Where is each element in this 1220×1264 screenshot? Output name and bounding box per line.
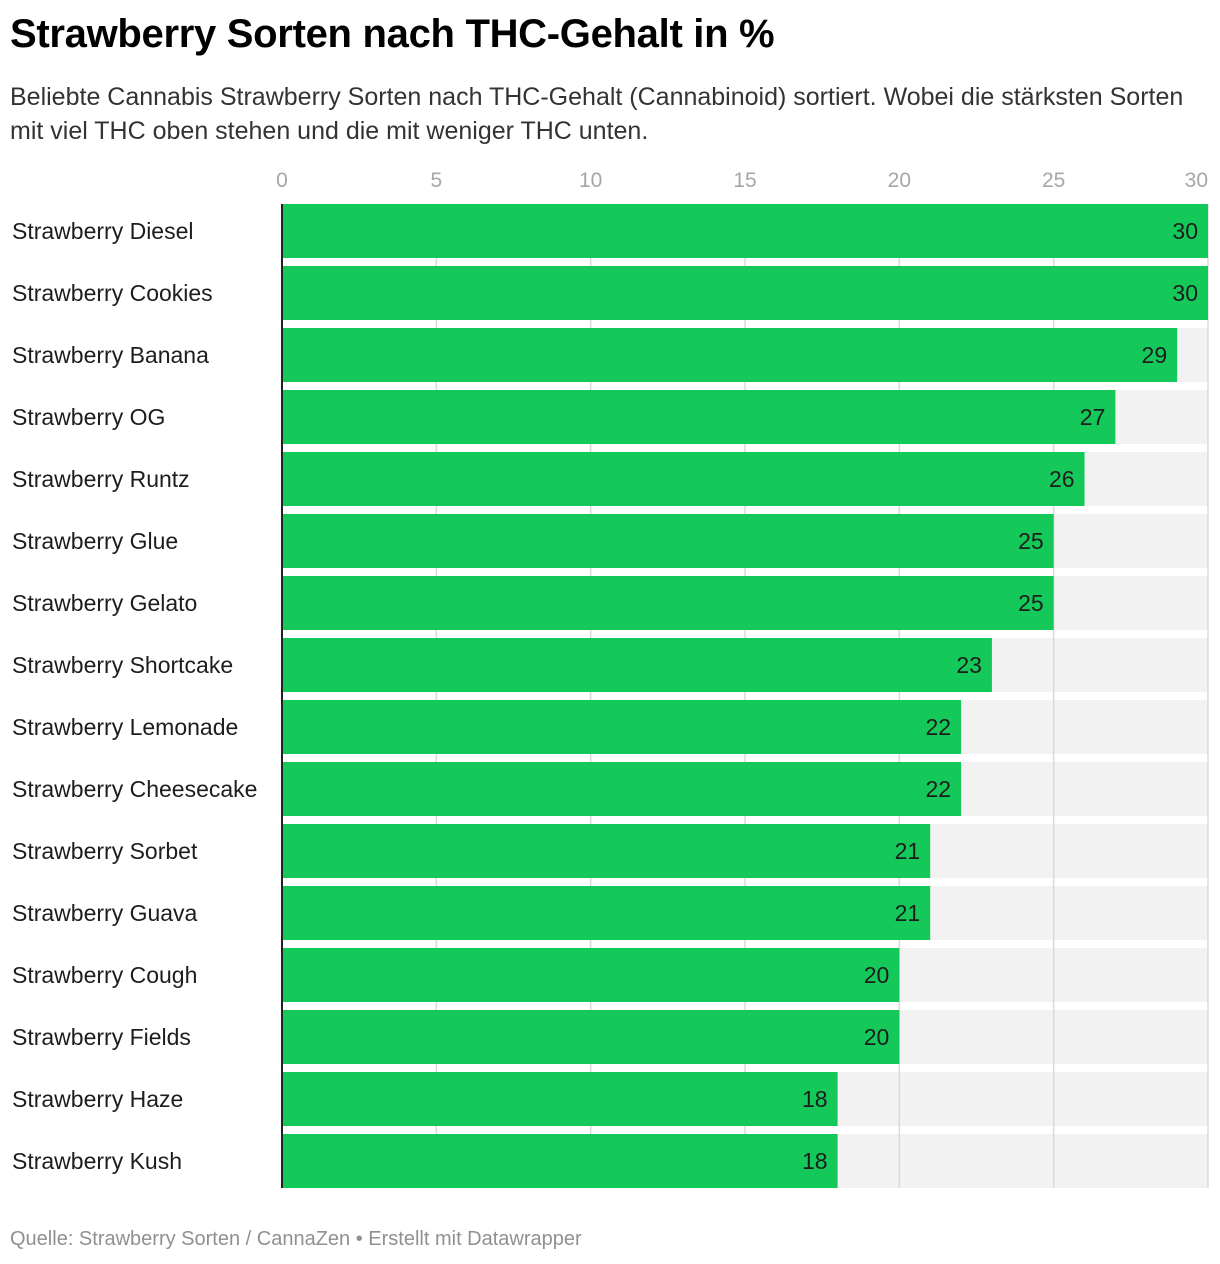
- data-label: 25: [1018, 590, 1044, 616]
- data-label: 21: [895, 900, 921, 926]
- bar: [282, 266, 1208, 320]
- category-label: Strawberry Cheesecake: [12, 776, 257, 802]
- data-label: 18: [802, 1148, 828, 1174]
- bar: [282, 1010, 900, 1064]
- category-label: Strawberry Shortcake: [12, 652, 233, 678]
- data-label: 21: [895, 838, 921, 864]
- bar: [282, 390, 1116, 444]
- category-label: Strawberry Guava: [12, 900, 198, 926]
- x-tick-label: 15: [733, 169, 756, 192]
- x-tick-label: 20: [888, 169, 911, 192]
- data-label: 29: [1142, 342, 1168, 368]
- category-label: Strawberry Sorbet: [12, 838, 198, 864]
- data-label: 30: [1172, 218, 1198, 244]
- data-label: 20: [864, 1024, 890, 1050]
- chart-footer: Quelle: Strawberry Sorten / CannaZen • E…: [10, 1228, 582, 1250]
- chart-subtitle: Beliebte Cannabis Strawberry Sorten nach…: [10, 83, 1184, 145]
- x-tick-label: 25: [1042, 169, 1065, 192]
- data-label: 30: [1172, 280, 1198, 306]
- bar: [282, 638, 992, 692]
- data-label: 26: [1049, 466, 1075, 492]
- bar: [282, 452, 1085, 506]
- category-label: Strawberry Diesel: [12, 218, 194, 244]
- category-label: Strawberry Gelato: [12, 590, 197, 616]
- bar-chart: 0 5 10 15 20 25 30 Strawberry Diesel 30 Strawberr…: [0, 160, 1220, 1200]
- bar: [282, 948, 900, 1002]
- category-label: Strawberry Banana: [12, 342, 209, 368]
- data-label: 22: [925, 776, 951, 802]
- bar: [282, 886, 931, 940]
- bar: [282, 762, 962, 816]
- category-label: Strawberry Glue: [12, 528, 178, 554]
- bar: [282, 328, 1178, 382]
- chart-svg: 0 5 10 15 20 25 30 Strawberry Diesel 30 Strawberr…: [12, 169, 1209, 1188]
- category-label: Strawberry Runtz: [12, 466, 190, 492]
- x-tick-label: 30: [1185, 169, 1208, 192]
- x-tick-label: 10: [579, 169, 602, 192]
- category-label: Strawberry Lemonade: [12, 714, 238, 740]
- category-label: Strawberry Fields: [12, 1024, 191, 1050]
- bar: [282, 824, 931, 878]
- data-label: 27: [1080, 404, 1106, 430]
- bar: [282, 1072, 838, 1126]
- data-label: 22: [925, 714, 951, 740]
- category-label: Strawberry Cough: [12, 962, 197, 988]
- bar: [282, 576, 1054, 630]
- data-label: 23: [956, 652, 982, 678]
- bar: [282, 514, 1054, 568]
- x-tick-label: 5: [430, 169, 442, 192]
- category-label: Strawberry Kush: [12, 1148, 182, 1174]
- data-label: 25: [1018, 528, 1044, 554]
- category-label: Strawberry Haze: [12, 1086, 183, 1112]
- category-label: Strawberry Cookies: [12, 280, 213, 306]
- bar: [282, 700, 962, 754]
- bar: [282, 1134, 838, 1188]
- data-label: 18: [802, 1086, 828, 1112]
- category-label: Strawberry OG: [12, 404, 165, 430]
- x-tick-label: 0: [276, 169, 288, 192]
- data-label: 20: [864, 962, 890, 988]
- bar: [282, 204, 1208, 258]
- chart-title: Strawberry Sorten nach THC-Gehalt in %: [10, 12, 775, 56]
